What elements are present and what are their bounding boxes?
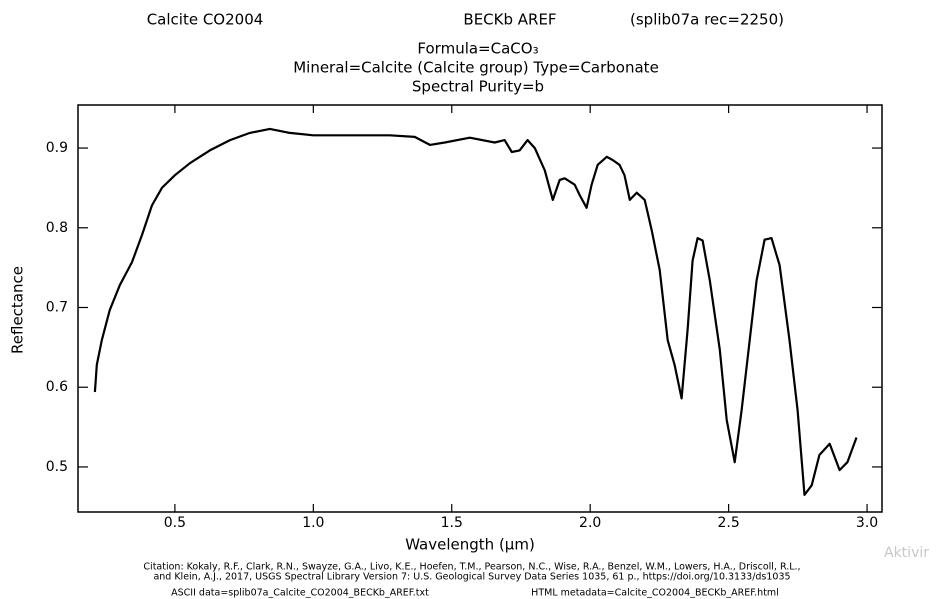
y-tick-label: 0.5	[46, 459, 68, 475]
title-formula: Formula=CaCO₃	[417, 40, 538, 58]
title-purity: Spectral Purity=b	[412, 78, 544, 96]
x-tick-label: 3.0	[856, 515, 878, 531]
header-source: BECKb AREF	[463, 11, 556, 29]
html-metadata: HTML metadata=Calcite_CO2004_BECKb_AREF.…	[531, 588, 779, 599]
y-tick-label: 0.7	[46, 300, 68, 316]
ascii-data: ASCII data=splib07a_Calcite_CO2004_BECKb…	[171, 588, 429, 599]
plot-frame	[77, 104, 883, 513]
header-record: (splib07a rec=2250)	[630, 11, 784, 29]
watermark: Aktivir	[884, 545, 929, 561]
y-tick-label: 0.9	[46, 140, 68, 156]
citation-line: and Klein, A.J., 2017, USGS Spectral Lib…	[153, 572, 790, 583]
x-tick-label: 2.5	[717, 515, 739, 531]
x-tick-label: 2.0	[579, 515, 601, 531]
header-name: Calcite CO2004	[147, 11, 264, 29]
x-tick-label: 0.5	[164, 515, 186, 531]
title-mineral: Mineral=Calcite (Calcite group) Type=Car…	[293, 59, 659, 77]
x-tick-label: 1.0	[302, 515, 324, 531]
spectrum-line	[93, 127, 858, 496]
y-axis-label: Reflectance	[9, 266, 27, 354]
citation-line: Citation: Kokaly, R.F., Clark, R.N., Swa…	[143, 562, 800, 573]
x-tick-label: 1.5	[441, 515, 463, 531]
x-axis-label: Wavelength (μm)	[405, 536, 535, 554]
y-tick-label: 0.6	[46, 379, 68, 395]
y-tick-label: 0.8	[46, 220, 68, 236]
